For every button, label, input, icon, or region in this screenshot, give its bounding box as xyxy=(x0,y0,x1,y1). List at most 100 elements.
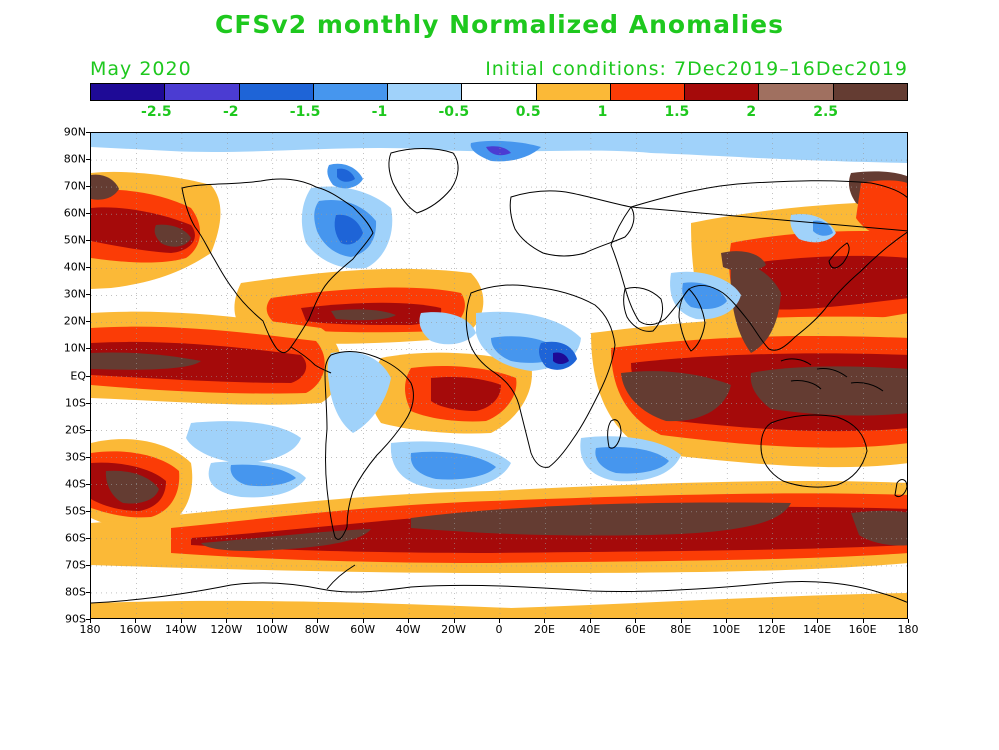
longitude-tick-mark xyxy=(862,619,864,623)
latitude-tick-label: 70S xyxy=(65,558,86,572)
east-pacific-cool xyxy=(186,421,301,463)
latitude-tick-label: 30S xyxy=(65,450,86,464)
maritime-continent-warm xyxy=(750,366,907,416)
longitude-tick-mark xyxy=(635,619,637,623)
longitude-tick-mark xyxy=(135,619,137,623)
longitude-tick-label: 60E xyxy=(624,623,646,636)
latitude-tick-mark xyxy=(86,619,90,620)
colorbar-label: -2 xyxy=(222,104,239,120)
latitude-tick-label: EQ xyxy=(70,369,86,382)
latitude-tick-label: 80S xyxy=(65,585,86,599)
longitude-tick-label: 180 xyxy=(79,623,101,636)
colorbar-labels: -2.5 -2 -1.5 -1 -0.5 0.5 1 1.5 2 2.5 xyxy=(90,104,908,122)
colorbar-label: -1.5 xyxy=(289,104,321,120)
colorbar-label: 1 xyxy=(597,104,608,120)
colorbar-swatch xyxy=(685,84,760,100)
longitude-tick-mark xyxy=(362,619,364,623)
initial-conditions-label: Initial conditions: 7Dec2019–16Dec2019 xyxy=(485,58,908,80)
latitude-tick-mark xyxy=(86,132,90,133)
colorbar-swatch xyxy=(833,84,907,100)
longitude-tick-mark xyxy=(544,619,546,623)
southern-ocean-core xyxy=(411,502,791,536)
longitude-tick-mark xyxy=(180,619,182,623)
valid-month-label: May 2020 xyxy=(90,58,192,80)
colorbar-swatch xyxy=(91,84,166,100)
north-america-outline xyxy=(181,178,374,354)
colorbar-swatch xyxy=(165,84,240,100)
japan-outline xyxy=(828,242,850,269)
asia-outline xyxy=(610,180,907,351)
new-zealand-outline xyxy=(894,479,907,498)
madagascar-outline xyxy=(607,419,622,449)
latitude-tick-label: 40S xyxy=(65,477,86,491)
colorbar-swatch xyxy=(610,84,686,100)
maritime-islands-outline xyxy=(780,358,884,392)
longitude-tick-label: 100W xyxy=(255,623,288,636)
latitude-tick-mark xyxy=(86,591,90,593)
latitude-tick-label: 50S xyxy=(65,504,86,518)
latitude-tick-label: 30N xyxy=(63,287,86,301)
longitude-tick-label: 160E xyxy=(848,623,877,636)
longitude-tick-label: 20W xyxy=(441,623,466,636)
latitude-tick-label: 70N xyxy=(63,179,86,193)
longitude-tick-label: 120W xyxy=(210,623,243,636)
arabia-outline xyxy=(623,286,664,332)
longitude-tick-mark xyxy=(90,619,91,623)
latitude-tick-mark xyxy=(86,240,90,242)
latitude-tick-mark xyxy=(86,159,90,161)
central-america-outline xyxy=(290,346,332,374)
longitude-tick-label: 80E xyxy=(670,623,692,636)
latitude-tick-mark xyxy=(86,564,90,566)
longitude-tick-label: 100E xyxy=(712,623,741,636)
colorbar-swatch xyxy=(759,84,834,100)
colorbar-label: -1 xyxy=(371,104,388,120)
colorbar xyxy=(90,83,908,101)
colorbar-swatch xyxy=(536,84,611,100)
longitude-tick-mark xyxy=(408,619,410,623)
longitude-tick-mark xyxy=(499,619,500,623)
colorbar-label: -2.5 xyxy=(141,104,172,120)
longitude-tick-label: 40W xyxy=(395,623,421,636)
latitude-tick-label: 10S xyxy=(65,396,86,410)
latitude-tick-label: 20N xyxy=(63,314,86,328)
latitude-tick-mark xyxy=(86,213,90,215)
latitude-tick-label: 90S xyxy=(65,612,86,626)
tropical-atlantic-cool xyxy=(419,312,476,345)
latitude-tick-label: 60N xyxy=(63,206,86,220)
longitude-tick-label: 20E xyxy=(533,623,555,636)
colorbar-swatch xyxy=(388,84,463,100)
colorbar-swatch xyxy=(462,84,537,100)
latitude-tick-mark xyxy=(86,402,90,404)
colorbar-swatch xyxy=(313,84,389,100)
anomaly-shading xyxy=(91,133,907,618)
latitude-tick-mark xyxy=(86,348,90,350)
longitude-tick-label: 120E xyxy=(757,623,786,636)
longitude-tick-mark xyxy=(908,619,909,623)
latitude-tick-mark xyxy=(86,510,90,512)
longitude-tick-label: 160W xyxy=(119,623,152,636)
longitude-tick-label: 180 xyxy=(897,623,919,636)
latitude-tick-label: 40N xyxy=(63,260,86,274)
latitude-tick-mark xyxy=(86,294,90,296)
south-america-cool xyxy=(327,351,391,433)
latitude-tick-mark xyxy=(86,186,90,188)
latitude-tick-mark xyxy=(86,321,90,323)
colorbar-label: -0.5 xyxy=(438,104,470,120)
longitude-tick-label: 60W xyxy=(350,623,376,636)
longitude-tick-mark xyxy=(726,619,728,623)
colorbar-label: 2 xyxy=(746,104,757,120)
colorbar-label: 2.5 xyxy=(813,104,839,120)
indian-ocean-core xyxy=(621,371,731,422)
latitude-tick-label: 80N xyxy=(63,152,86,166)
australia-outline xyxy=(760,414,868,488)
colorbar-label: 0.5 xyxy=(515,104,541,120)
antarctic-peninsula-outline xyxy=(326,564,356,590)
latitude-tick-mark xyxy=(86,537,90,539)
africa-outline xyxy=(465,284,616,468)
antarctic-margin-warm xyxy=(91,593,907,618)
longitude-tick-mark xyxy=(317,619,319,623)
latitude-tick-label: 10N xyxy=(63,341,86,355)
latitude-tick-label: 90N xyxy=(63,125,86,139)
latitude-tick-label: 20S xyxy=(65,423,86,437)
colorbar-label: 1.5 xyxy=(664,104,690,120)
